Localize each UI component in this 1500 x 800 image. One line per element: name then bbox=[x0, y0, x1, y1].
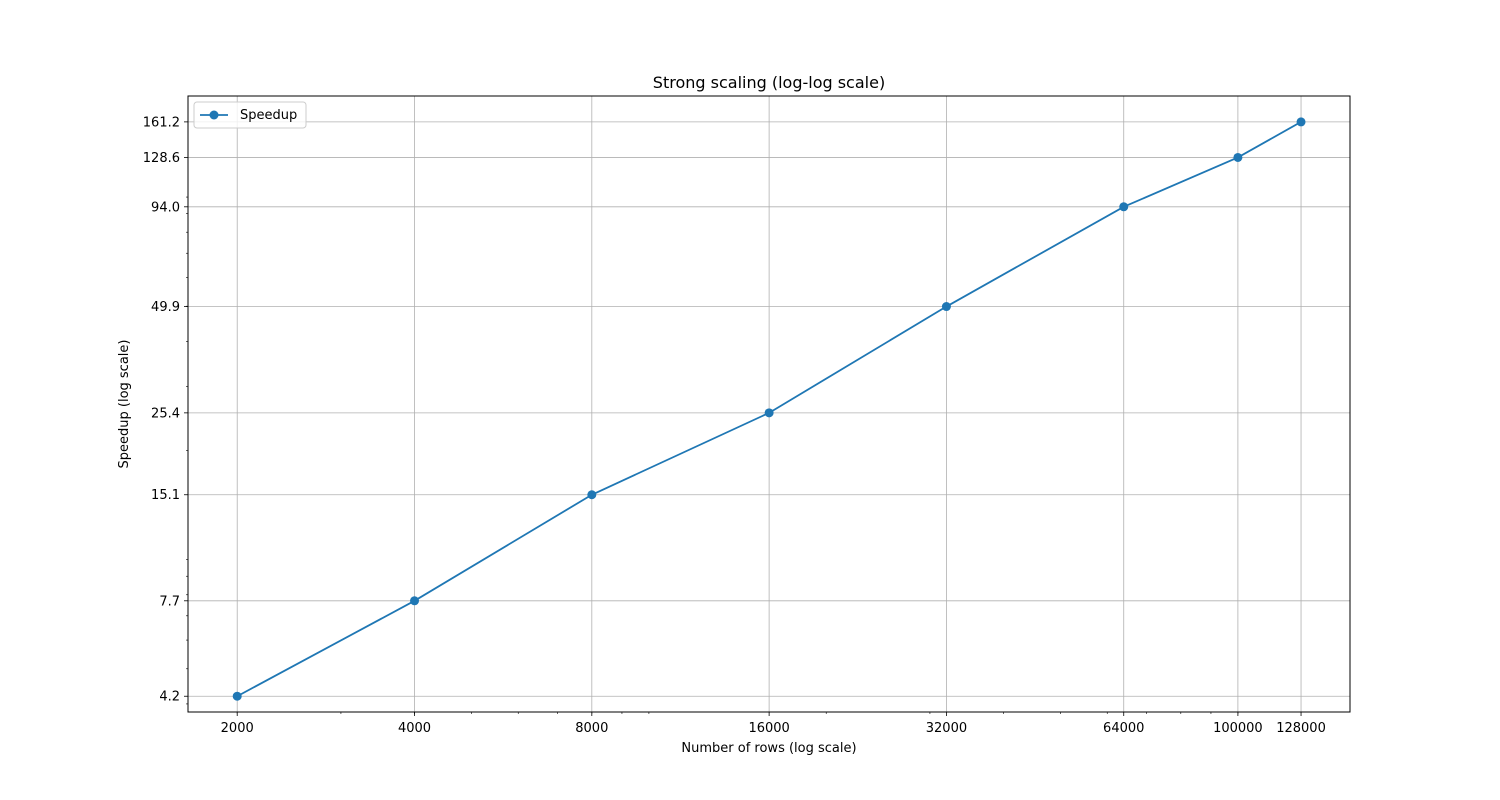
y-tick-label: 4.2 bbox=[159, 690, 180, 705]
minor-ticks bbox=[186, 196, 1239, 714]
x-tick-label: 100000 bbox=[1213, 721, 1263, 736]
y-tick-label: 25.4 bbox=[151, 406, 180, 421]
y-axis-label: Speedup (log scale) bbox=[117, 340, 132, 469]
y-axis-ticks: 4.2 7.7 15.1 25.4 49.9 94.0 128.6 161.2 bbox=[143, 115, 188, 705]
x-axis-ticks: 2000 4000 8000 16000 32000 64000 100000 128000 bbox=[221, 712, 1326, 736]
data-point bbox=[1296, 117, 1306, 127]
legend: Speedup bbox=[193, 101, 307, 129]
grid bbox=[188, 96, 1350, 712]
series-line-speedup bbox=[236, 121, 1302, 698]
data-point bbox=[232, 691, 242, 701]
x-tick-label: 8000 bbox=[575, 721, 608, 736]
legend-marker-sample bbox=[209, 110, 219, 120]
x-tick-label: 64000 bbox=[1103, 721, 1144, 736]
y-tick-label: 7.7 bbox=[159, 594, 180, 609]
x-axis-label: Number of rows (log scale) bbox=[681, 741, 856, 756]
legend-box bbox=[193, 101, 307, 129]
x-tick-label: 32000 bbox=[926, 721, 967, 736]
y-tick-label: 94.0 bbox=[151, 200, 180, 215]
x-tick-label: 16000 bbox=[748, 721, 789, 736]
data-point bbox=[410, 596, 420, 606]
x-tick-label: 128000 bbox=[1276, 721, 1326, 736]
y-tick-label: 128.6 bbox=[143, 151, 180, 166]
series-layer bbox=[232, 117, 1306, 701]
data-point bbox=[764, 408, 774, 418]
y-tick-label: 49.9 bbox=[151, 300, 180, 315]
chart-title: Strong scaling (log-log scale) bbox=[653, 73, 885, 92]
plot-area-frame bbox=[187, 95, 1351, 713]
data-point bbox=[1233, 152, 1243, 162]
x-tick-label: 4000 bbox=[398, 721, 431, 736]
x-tick-label: 2000 bbox=[221, 721, 254, 736]
y-tick-label: 161.2 bbox=[143, 115, 180, 130]
y-tick-label: 15.1 bbox=[151, 488, 180, 503]
legend-label: Speedup bbox=[240, 108, 297, 123]
data-point bbox=[1119, 202, 1129, 212]
data-point bbox=[941, 302, 951, 312]
data-point bbox=[587, 490, 597, 500]
